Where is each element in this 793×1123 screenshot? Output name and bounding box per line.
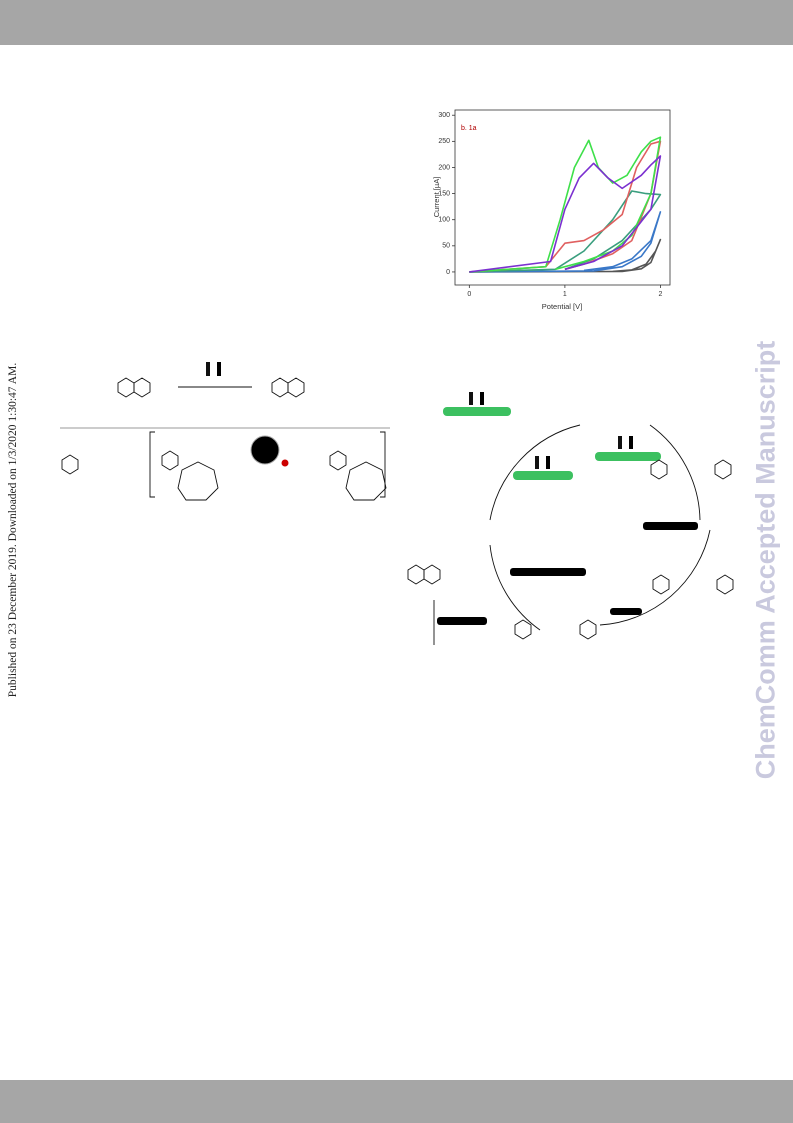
- ring: [407, 564, 425, 585]
- cv-curve: [469, 190, 662, 273]
- plot-frame: [454, 109, 671, 286]
- ring: [579, 619, 597, 640]
- atom: [281, 459, 289, 467]
- cycle-arrow: [489, 424, 711, 631]
- x-tick-label: 0: [467, 291, 471, 298]
- footer-bar: [0, 1080, 793, 1123]
- header-bar: [0, 0, 793, 45]
- y-tick-label: 150: [438, 190, 450, 197]
- ring: [514, 619, 532, 640]
- ring: [652, 574, 670, 595]
- x-axis-label: Potential [V]: [542, 302, 582, 311]
- green-label: [513, 471, 573, 480]
- cv-curve: [469, 238, 662, 273]
- y-tick-label: 0: [446, 269, 450, 276]
- y-axis-label: Current [µA]: [432, 177, 441, 218]
- x-tick-label: 2: [658, 291, 662, 298]
- battery: [469, 392, 473, 405]
- y-tick-label: 50: [442, 243, 450, 250]
- label-box: [643, 522, 698, 530]
- ring: [133, 377, 151, 398]
- ring: [423, 564, 441, 585]
- ring: [161, 450, 179, 471]
- cv-curve: [469, 155, 662, 273]
- x-tick-label: 1: [563, 291, 567, 298]
- bracket: [149, 431, 386, 498]
- green-label: [443, 407, 511, 416]
- cv-curve: [469, 140, 662, 273]
- y-tick-label: 200: [438, 164, 450, 171]
- ring: [177, 461, 219, 501]
- y-tick-label: 300: [438, 112, 450, 119]
- ring: [345, 461, 387, 501]
- green-label: [595, 452, 661, 461]
- annotation: b. 1a: [461, 125, 477, 132]
- ring: [271, 377, 289, 398]
- crystal-structure: [250, 435, 280, 465]
- battery: [535, 456, 539, 469]
- label-box: [510, 568, 586, 576]
- ring: [61, 454, 79, 475]
- y-tick-label: 100: [438, 217, 450, 224]
- battery: [618, 436, 622, 449]
- label-box: [437, 617, 487, 625]
- ring: [716, 574, 734, 595]
- battery: [546, 456, 550, 469]
- label-box: [610, 608, 642, 615]
- battery: [217, 362, 221, 376]
- battery: [480, 392, 484, 405]
- ring: [329, 450, 347, 471]
- cv-curve: [469, 211, 662, 273]
- y-tick-label: 250: [438, 138, 450, 145]
- cv-curve: [469, 136, 662, 273]
- ring: [117, 377, 135, 398]
- ring: [714, 459, 732, 480]
- ring: [650, 459, 668, 480]
- battery: [206, 362, 210, 376]
- ring: [287, 377, 305, 398]
- battery: [629, 436, 633, 449]
